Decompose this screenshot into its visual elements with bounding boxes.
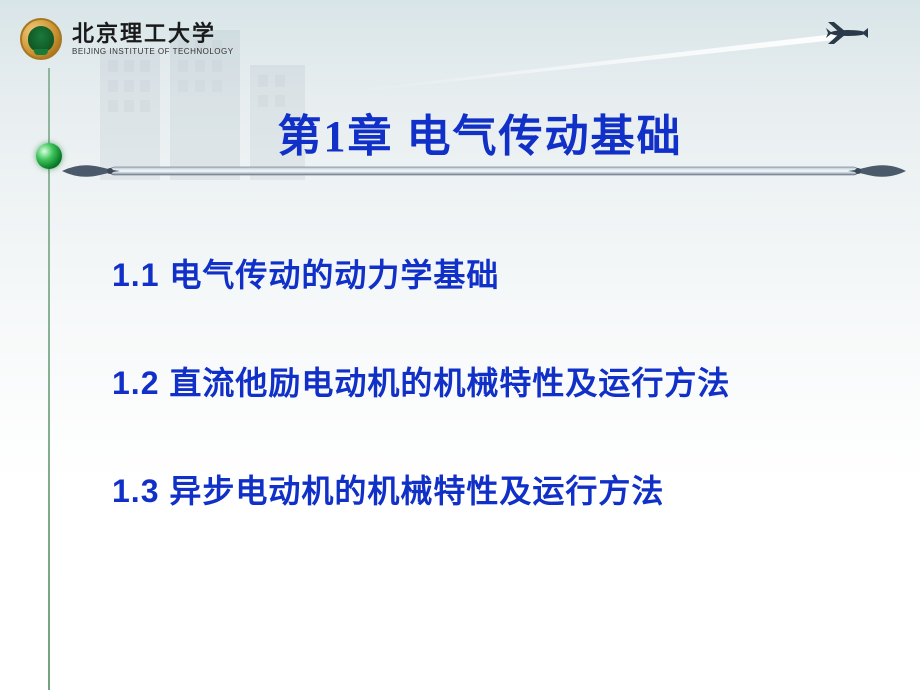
green-orb-decoration bbox=[36, 143, 62, 169]
title-ornament-bar bbox=[60, 160, 908, 182]
section-1-1: 1.1 电气传动的动力学基础 bbox=[112, 250, 890, 296]
section-1-2: 1.2 直流他励电动机的机械特性及运行方法 bbox=[112, 358, 890, 404]
plane-contrail bbox=[355, 32, 835, 92]
chapter-title: 第1章 电气传动基础 bbox=[60, 100, 900, 164]
airplane-icon bbox=[820, 18, 870, 48]
university-logo bbox=[20, 18, 62, 60]
section-1-3: 1.3 异步电动机的机械特性及运行方法 bbox=[112, 466, 890, 512]
university-text: 北京理工大学 BEIJING INSTITUTE OF TECHNOLOGY bbox=[72, 23, 234, 56]
university-name: 北京理工大学 bbox=[72, 23, 234, 45]
university-english: BEIJING INSTITUTE OF TECHNOLOGY bbox=[72, 47, 234, 56]
header: 北京理工大学 BEIJING INSTITUTE OF TECHNOLOGY bbox=[20, 18, 234, 60]
section-list: 1.1 电气传动的动力学基础 1.2 直流他励电动机的机械特性及运行方法 1.3… bbox=[112, 250, 890, 574]
chapter-title-wrap: 第1章 电气传动基础 bbox=[60, 100, 900, 164]
